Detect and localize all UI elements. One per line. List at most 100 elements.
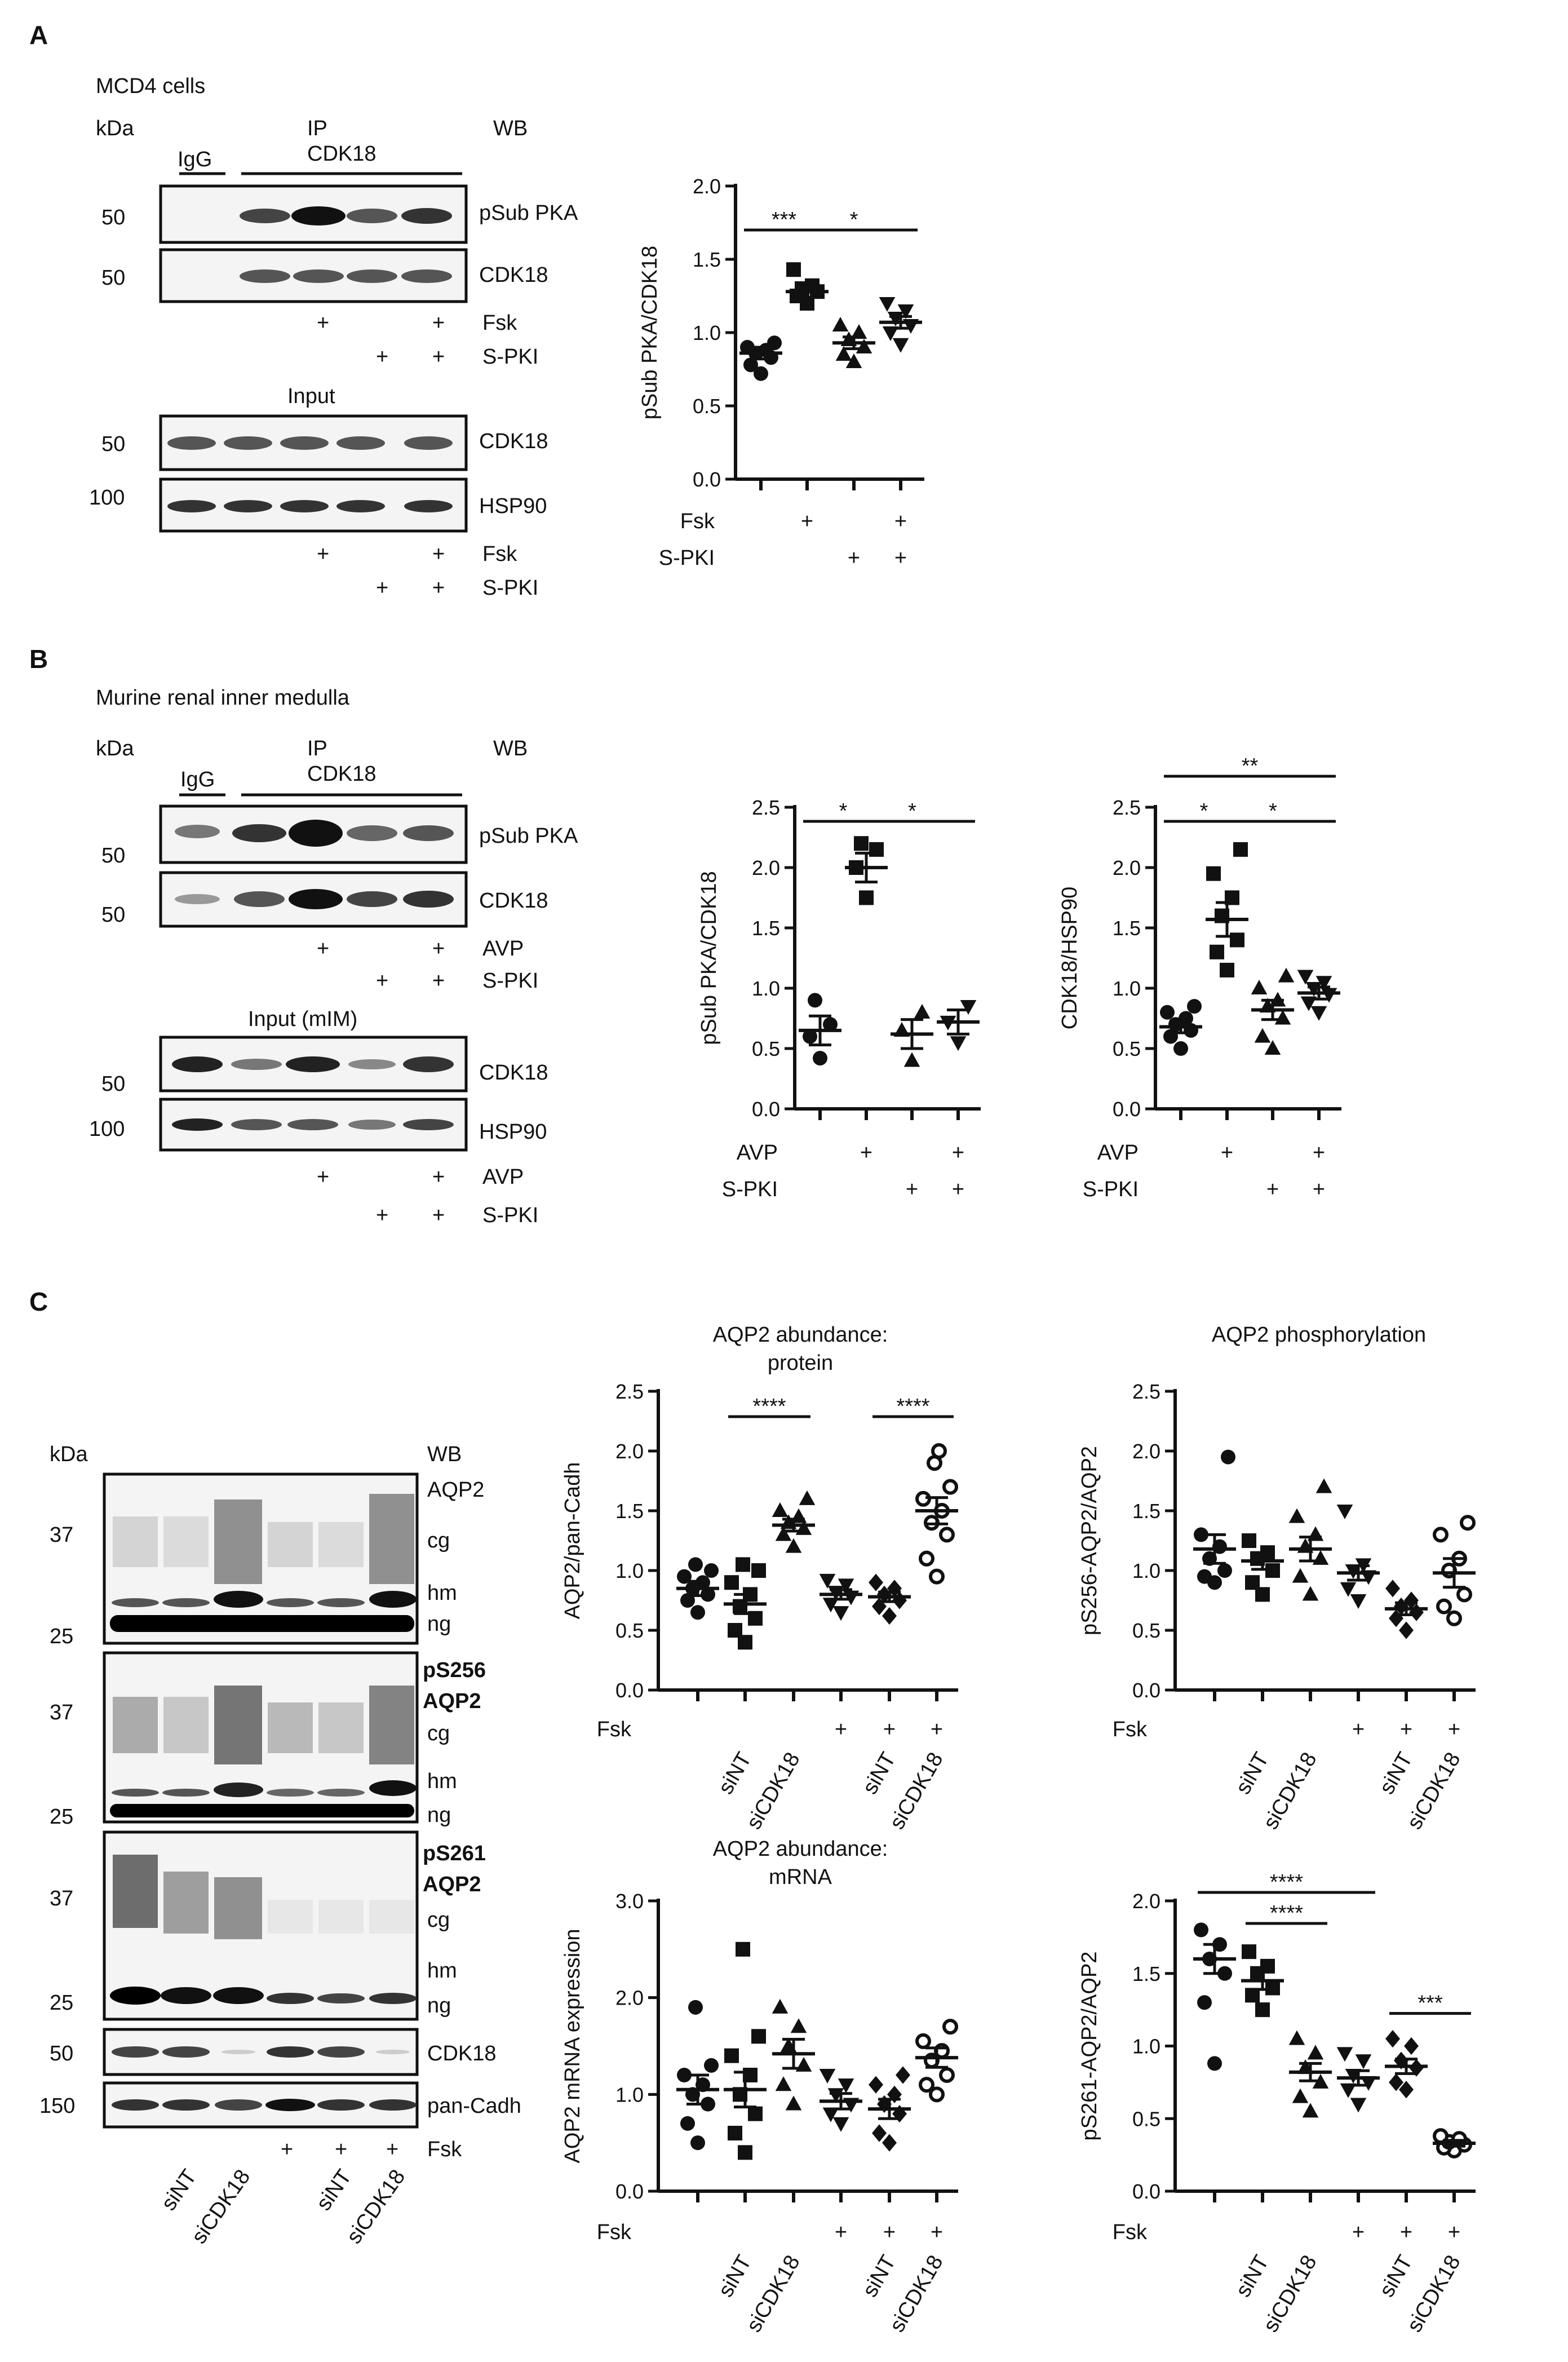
ip-label: IP: [307, 117, 327, 140]
y-tick-label: 3.0: [615, 1890, 644, 1913]
data-point: [915, 2033, 931, 2049]
data-point: [688, 2000, 703, 2015]
data-point: [1385, 2030, 1400, 2048]
blot-c-pan-cadh: [103, 2081, 419, 2129]
plus-c-2: +: [335, 2138, 347, 2161]
data-point: [1312, 1550, 1329, 1565]
condition-plus: +: [801, 510, 813, 533]
ip-label-b: IP: [307, 737, 327, 760]
data-point: [1292, 2088, 1309, 2103]
data-point: [1360, 2076, 1377, 2091]
y-tick-label: 2.0: [1132, 1890, 1161, 1913]
data-point: [942, 1479, 958, 1495]
panel-letter-a: A: [29, 20, 48, 50]
y-tick-label: 1.0: [615, 1559, 644, 1582]
blot-c-ps261: [103, 1830, 419, 2021]
condition-plus: +: [1448, 1718, 1460, 1741]
data-point: [1315, 1478, 1332, 1493]
significance-label: *: [850, 208, 858, 232]
blot-c-aqp2: [103, 1472, 419, 1645]
y-axis-label: pS256-AQP2/AQP2: [1078, 1446, 1101, 1635]
y-tick-label: 1.0: [615, 2083, 644, 2106]
chart-c-ps256: AQP2 phosphorylation 0.0 0.5 1.0 1.5 2.0 2.5 pS…: [1078, 1323, 1476, 1833]
group-label: siNT: [1375, 2252, 1417, 2302]
data-point: [704, 1563, 719, 1578]
plus-c-3: +: [386, 2138, 398, 2161]
data-point: [1251, 980, 1268, 995]
data-point: [832, 317, 849, 332]
si-label-1: siNT: [157, 2165, 201, 2215]
data-point: [1340, 2083, 1357, 2098]
data-point: [882, 2134, 897, 2152]
data-point: [929, 1568, 945, 1585]
y-tick-label: 2.5: [1113, 796, 1141, 819]
igg-label: IgG: [178, 148, 212, 171]
blot-b-cdk18-input: [159, 1036, 468, 1092]
condition-plus: +: [1313, 1141, 1325, 1165]
data-point: [808, 993, 822, 1008]
condition-row-label: S-PKI: [722, 1178, 778, 1201]
data-point: [690, 2135, 705, 2151]
data-point: [1288, 1508, 1305, 1523]
data-point: [1173, 1041, 1188, 1056]
treat-b-spki-2: S-PKI: [482, 1204, 538, 1227]
data-point: [869, 842, 884, 857]
panel-b-cells: Murine renal inner medulla: [96, 686, 350, 710]
data-point: [751, 1563, 766, 1578]
plus-a-8: +: [432, 576, 445, 600]
chart-b-cdk18-hsp90: 0.0 0.5 1.0 1.5 2.0 2.5 CDK18/HSP90 AVP + + S-PKI +…: [1058, 754, 1341, 1201]
data-point: [736, 1557, 750, 1572]
data-point: [1297, 970, 1314, 985]
data-point: [931, 1443, 947, 1459]
blot-label-c1-ng: ng: [427, 1612, 451, 1636]
treat-a-fsk: Fsk: [482, 311, 517, 335]
y-tick-label: 0.5: [752, 1037, 780, 1060]
plus-b-2: +: [432, 937, 445, 961]
data-point: [1302, 2103, 1319, 2118]
data-point: [690, 1605, 705, 1620]
data-point: [785, 2095, 802, 2111]
data-point: [751, 2029, 766, 2044]
condition-plus: +: [1448, 2221, 1460, 2244]
condition-row-label: Fsk: [1113, 2221, 1148, 2244]
data-point: [919, 1550, 934, 1567]
blot-label-c2-hm: hm: [427, 1770, 457, 1793]
y-tick-label: 1.5: [1132, 1500, 1161, 1523]
group-label: siNT: [714, 1749, 756, 1799]
y-tick-label: 2.0: [693, 175, 721, 198]
chart-c-aqp2-protein: AQP2 abundance: protein 0.0 0.5 1.0 1.5 2.0 2.5…: [561, 1323, 958, 1833]
data-point: [856, 339, 872, 354]
y-tick-label: 2.0: [752, 856, 780, 879]
blot-c-cdk18: [103, 2028, 419, 2076]
significance-label: ****: [896, 1395, 929, 1418]
data-point: [1340, 1582, 1357, 1597]
mw-b3: 50: [101, 1072, 125, 1096]
y-axis-label: pSub PKA/CDK18: [638, 246, 662, 419]
condition-row-label: Fsk: [680, 510, 715, 533]
data-point: [1217, 1563, 1232, 1578]
mw-a4: 100: [89, 486, 125, 510]
data-point: [1436, 1598, 1452, 1615]
blot-label-c2-ng: ng: [427, 1803, 451, 1827]
y-tick-label: 2.0: [615, 1440, 644, 1463]
data-point: [851, 324, 867, 339]
data-point: [740, 340, 755, 355]
chart-b-psub-pka: 0.0 0.5 1.0 1.5 2.0 2.5 pSub PKA/CDK18 AVP + + S-P…: [697, 796, 981, 1201]
blot-b-psub-pka: [159, 804, 468, 864]
data-point: [882, 326, 899, 341]
treat-a-fsk-2: Fsk: [482, 542, 517, 566]
wb-label-c: WB: [427, 1443, 462, 1466]
input-label-a: Input: [287, 384, 335, 408]
data-point: [1288, 2030, 1305, 2045]
condition-row-label: S-PKI: [659, 546, 715, 570]
condition-row-label: Fsk: [1113, 1718, 1148, 1741]
y-tick-label: 0.0: [615, 1679, 644, 1702]
y-tick-label: 1.5: [693, 248, 721, 271]
panel-a-cells: MCD4 cells: [96, 74, 205, 98]
blot-label-c5: pan-Cadh: [427, 2094, 521, 2118]
plus-b-7: +: [376, 1204, 388, 1227]
chart-title: AQP2 abundance:: [713, 1837, 888, 1861]
y-tick-label: 2.0: [615, 1987, 644, 2010]
plus-a-6: +: [432, 542, 445, 566]
